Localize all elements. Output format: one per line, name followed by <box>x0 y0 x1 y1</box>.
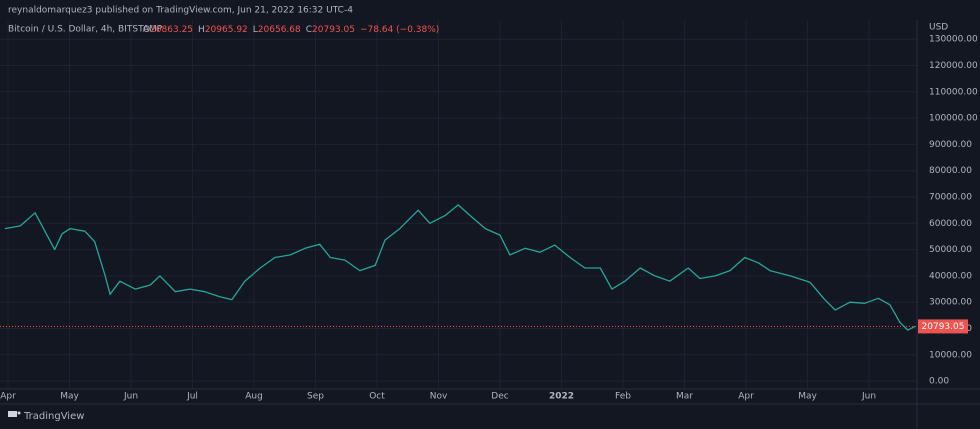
change: −78.64 (−0.38%) <box>360 25 439 35</box>
y-tick-label: 110000.00 <box>929 87 978 97</box>
ohlc-key: O <box>143 25 150 35</box>
grid <box>0 20 917 389</box>
x-tick-label: Feb <box>615 392 631 402</box>
x-tick-label: Oct <box>369 392 385 402</box>
y-tick-label: 120000.00 <box>929 61 978 71</box>
x-tick-label: 2022 <box>549 392 574 402</box>
x-tick-label: Dec <box>491 392 508 402</box>
y-tick-label: 0.00 <box>929 377 949 387</box>
x-tick-label: Jul <box>186 392 198 402</box>
ohlc-value: 20656.68 <box>258 25 301 35</box>
x-tick-label: May <box>798 392 817 402</box>
last-price-box <box>918 319 968 334</box>
x-tick-label: Apr <box>738 392 754 402</box>
y-tick-label: 70000.00 <box>929 193 972 203</box>
ohlc-key: L <box>253 25 258 35</box>
tv-logo <box>8 411 21 417</box>
y-tick-label: 100000.00 <box>929 114 978 124</box>
y-tick-label: 50000.00 <box>929 245 972 255</box>
x-tick-label: Sep <box>307 392 324 402</box>
ohlc-key: C <box>306 25 312 35</box>
ohlc-value: 20863.25 <box>150 25 193 35</box>
y-tick-label: 60000.00 <box>929 219 972 229</box>
x-tick-label: Nov <box>430 392 448 402</box>
ohlc-key: H <box>198 25 205 35</box>
ohlc-value: 20793.05 <box>312 25 355 35</box>
y-tick-label: 10000.00 <box>929 350 972 360</box>
ohlc: O20863.25 H20965.92 L20656.68 C20793.05 −78.… <box>143 25 439 35</box>
publisher: reynaldomarquez3 published on TradingVie… <box>8 6 353 16</box>
brand: TradingView <box>23 411 84 422</box>
y-tick-label: 30000.00 <box>929 298 972 308</box>
x-tick-label: Apr <box>0 392 16 402</box>
y-tick-label: 130000.00 <box>929 35 978 45</box>
y-tick-label: 80000.00 <box>929 166 972 176</box>
y-axis-label: USD <box>929 23 948 33</box>
x-tick-label: Aug <box>245 392 263 402</box>
x-tick-label: Jun <box>861 392 876 402</box>
x-tick-label: May <box>60 392 79 402</box>
symbol: Bitcoin / U.S. Dollar, 4h, BITSTAMP <box>8 25 163 35</box>
price-line <box>4 204 916 331</box>
y-tick-label: 90000.00 <box>929 140 972 150</box>
ohlc-value: 20965.92 <box>205 25 248 35</box>
x-tick-label: Jun <box>123 392 138 402</box>
y-tick-label: 40000.00 <box>929 271 972 281</box>
x-tick-label: Mar <box>676 392 693 402</box>
last-price-label: 20793.05 <box>922 322 965 332</box>
